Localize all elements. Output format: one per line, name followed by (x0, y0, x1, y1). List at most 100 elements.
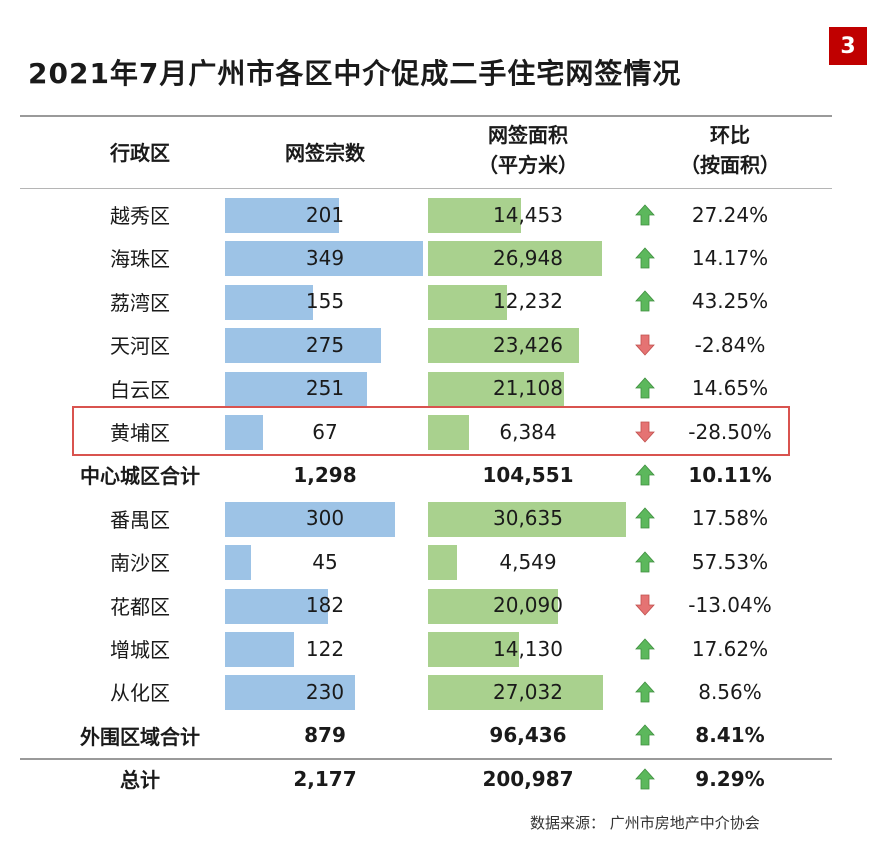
table-row: 海珠区 349 26,948 14.17% (20, 236, 832, 279)
count-bar (225, 545, 251, 581)
ratio-value: -2.84% (694, 332, 766, 357)
arrow-up-icon (630, 540, 660, 583)
count-bar (225, 675, 356, 711)
area-value: 23,426 (493, 332, 563, 357)
arrow-up-icon (630, 627, 660, 670)
area-value: 30,635 (493, 506, 563, 531)
header-ratio-line1: 环比 (710, 123, 750, 147)
arrow-up-icon (630, 193, 660, 236)
highlight-box (72, 406, 790, 456)
area-value: 14,130 (493, 636, 563, 661)
district-name: 增城区 (110, 638, 170, 662)
count-value: 230 (305, 679, 345, 704)
area-value: 14,453 (493, 202, 563, 227)
area-value: 200,987 (482, 766, 574, 791)
ratio-value: 10.11% (688, 462, 772, 487)
total-rule (20, 758, 832, 760)
ratio-value: -13.04% (688, 593, 772, 618)
ratio-value: 43.25% (691, 289, 769, 314)
area-value: 6,384 (499, 419, 557, 444)
table-row: 黄埔区 67 6,384 -28.50% (20, 410, 832, 453)
header-ratio-line2: （按面积） (680, 153, 780, 177)
count-value: 251 (305, 376, 345, 401)
ratio-value: 8.41% (695, 723, 765, 748)
count-value: 201 (305, 202, 345, 227)
count-bar (225, 501, 396, 537)
arrow-down-icon (630, 323, 660, 366)
district-name: 总计 (120, 768, 160, 793)
table-row: 天河区 275 23,426 -2.84% (20, 323, 832, 366)
district-name: 天河区 (110, 334, 170, 359)
count-bar (225, 198, 340, 233)
header-area-line2: （平方米） (478, 153, 578, 177)
district-name: 南沙区 (110, 551, 170, 576)
count-value: 2,177 (293, 766, 357, 791)
area-bar (428, 198, 522, 233)
header-area: 网签面积 （平方米） (428, 120, 628, 180)
table-row: 南沙区 45 4,549 57.53% (20, 540, 832, 583)
area-bar (428, 545, 458, 581)
area-value: 21,108 (493, 376, 563, 401)
arrow-up-icon (630, 453, 660, 496)
arrow-up-icon (630, 757, 660, 800)
table-row: 荔湾区 155 12,232 43.25% (20, 280, 832, 323)
area-value: 4,549 (499, 549, 557, 574)
area-bar (428, 415, 470, 450)
ratio-value: 14.65% (691, 376, 769, 401)
count-value: 67 (312, 419, 338, 444)
table-row: 番禺区 300 30,635 17.58% (20, 497, 832, 540)
district-name: 白云区 (110, 377, 170, 402)
area-bar (428, 328, 580, 364)
count-value: 155 (305, 289, 345, 314)
count-value: 275 (305, 332, 345, 357)
district-name: 从化区 (110, 681, 170, 706)
area-bar (428, 675, 603, 711)
ratio-value: 17.62% (691, 636, 769, 661)
table-row: 中心城区合计 1,298 104,551 10.11% (20, 453, 832, 496)
arrow-up-icon (630, 236, 660, 279)
ratio-value: 8.56% (698, 679, 762, 704)
header-count: 网签宗数 (285, 141, 365, 165)
area-value: 26,948 (493, 245, 563, 270)
district-name: 番禺区 (110, 507, 170, 532)
arrow-down-icon (630, 584, 660, 627)
chart-title: 2021年7月广州市各区中介促成二手住宅网签情况 (28, 57, 682, 90)
count-bar (225, 328, 382, 364)
header-area-line1: 网签面积 (488, 123, 568, 147)
count-bar (225, 415, 263, 450)
ratio-value: -28.50% (688, 419, 772, 444)
arrow-up-icon (630, 714, 660, 757)
count-value: 349 (305, 245, 345, 270)
table-row: 越秀区 201 14,453 27.24% (20, 193, 832, 236)
district-name: 中心城区合计 (80, 464, 200, 489)
count-value: 1,298 (293, 462, 357, 487)
table-top-rule (20, 115, 832, 117)
area-value: 27,032 (493, 679, 563, 704)
area-bar (428, 632, 520, 667)
ratio-value: 17.58% (691, 506, 769, 531)
area-bar (428, 284, 508, 320)
table-row: 增城区 122 14,130 17.62% (20, 627, 832, 670)
ratio-value: 9.29% (695, 766, 765, 791)
count-value: 122 (305, 636, 345, 661)
table-row: 白云区 251 21,108 14.65% (20, 367, 832, 410)
area-bar (428, 501, 626, 537)
arrow-up-icon (630, 367, 660, 410)
table-row: 外围区域合计 879 96,436 8.41% (20, 714, 832, 757)
arrow-down-icon (630, 410, 660, 453)
area-value: 12,232 (493, 289, 563, 314)
district-name: 越秀区 (110, 204, 170, 228)
table-row: 花都区 182 20,090 -13.04% (20, 584, 832, 627)
district-name: 花都区 (110, 594, 170, 619)
area-bar (428, 241, 603, 277)
area-bar (428, 588, 558, 624)
count-value: 879 (304, 723, 346, 748)
count-bar (225, 284, 313, 320)
area-value: 104,551 (482, 462, 574, 487)
district-name: 荔湾区 (110, 290, 170, 315)
count-bar (225, 371, 368, 407)
ratio-value: 14.17% (691, 245, 769, 270)
district-name: 外围区域合计 (80, 724, 200, 749)
header-ratio: 环比 （按面积） (660, 120, 800, 180)
table-row: 总计 2,177 200,987 9.29% (20, 757, 832, 800)
